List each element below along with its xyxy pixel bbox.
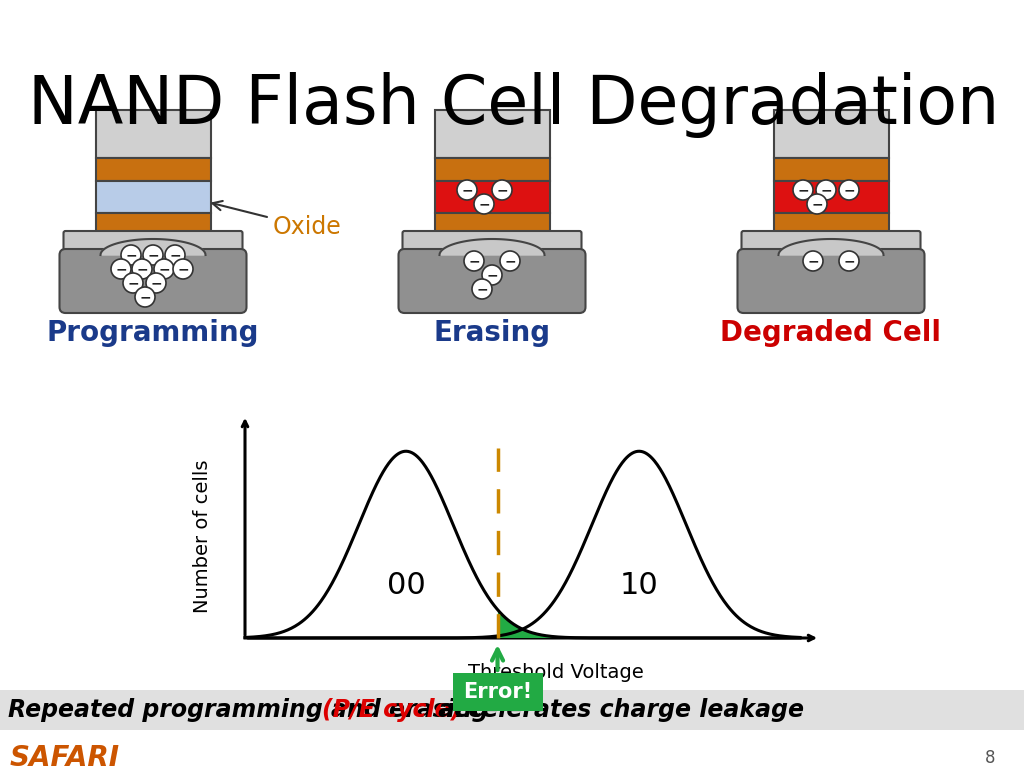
Circle shape	[803, 251, 823, 271]
Bar	[95, 181, 211, 213]
Polygon shape	[778, 239, 884, 255]
Text: −: −	[151, 276, 162, 290]
Circle shape	[154, 259, 174, 279]
Circle shape	[165, 245, 185, 265]
Circle shape	[143, 245, 163, 265]
Text: Threshold Voltage: Threshold Voltage	[468, 663, 644, 682]
Text: Oxide: Oxide	[212, 201, 341, 239]
Text: −: −	[461, 183, 473, 197]
Bar	[434, 158, 550, 181]
FancyBboxPatch shape	[741, 231, 921, 257]
Text: Error!: Error!	[463, 682, 532, 702]
Polygon shape	[439, 239, 545, 255]
Text: −: −	[158, 262, 170, 276]
Text: −: −	[125, 248, 137, 262]
Circle shape	[807, 194, 827, 214]
Bar	[0, 690, 1024, 730]
Circle shape	[839, 180, 859, 200]
Text: −: −	[486, 268, 498, 282]
Text: −: −	[478, 197, 489, 211]
FancyBboxPatch shape	[63, 231, 243, 257]
Circle shape	[839, 251, 859, 271]
Circle shape	[492, 180, 512, 200]
Circle shape	[132, 259, 152, 279]
Bar	[773, 110, 889, 158]
Circle shape	[816, 180, 836, 200]
Bar	[95, 110, 211, 158]
Circle shape	[146, 273, 166, 293]
Text: Degraded Cell: Degraded Cell	[721, 319, 941, 347]
Circle shape	[500, 251, 520, 271]
Text: Repeated programming and erasing: Repeated programming and erasing	[8, 698, 497, 722]
Text: 8: 8	[985, 749, 995, 767]
Text: −: −	[115, 262, 127, 276]
Text: Erasing: Erasing	[433, 319, 551, 347]
Text: −: −	[820, 183, 831, 197]
Text: accelerates charge leakage: accelerates charge leakage	[430, 698, 804, 722]
Circle shape	[111, 259, 131, 279]
Circle shape	[464, 251, 484, 271]
Text: −: −	[807, 254, 819, 268]
Circle shape	[474, 194, 494, 214]
Text: −: −	[497, 183, 508, 197]
Circle shape	[121, 245, 141, 265]
Text: SAFARI: SAFARI	[10, 744, 120, 768]
Text: −: −	[476, 282, 487, 296]
Bar	[773, 213, 889, 233]
Text: −: −	[468, 254, 480, 268]
Circle shape	[135, 287, 155, 307]
Bar	[434, 213, 550, 233]
Text: NAND Flash Cell Degradation: NAND Flash Cell Degradation	[28, 72, 999, 138]
Text: 00: 00	[387, 571, 425, 601]
Bar	[434, 181, 550, 213]
Polygon shape	[100, 239, 206, 255]
Text: −: −	[127, 276, 139, 290]
Text: −: −	[136, 262, 147, 276]
Text: −: −	[177, 262, 188, 276]
Text: Programming: Programming	[47, 319, 259, 347]
Text: −: −	[504, 254, 516, 268]
FancyBboxPatch shape	[737, 249, 925, 313]
Text: −: −	[169, 248, 181, 262]
FancyBboxPatch shape	[398, 249, 586, 313]
Text: 10: 10	[620, 571, 658, 601]
Circle shape	[793, 180, 813, 200]
Text: −: −	[843, 254, 855, 268]
Circle shape	[123, 273, 143, 293]
Bar	[773, 158, 889, 181]
Circle shape	[173, 259, 193, 279]
Text: −: −	[811, 197, 823, 211]
Bar	[95, 158, 211, 181]
Bar	[773, 181, 889, 213]
Text: −: −	[843, 183, 855, 197]
Text: −: −	[139, 290, 151, 304]
Polygon shape	[498, 610, 800, 638]
Bar	[95, 213, 211, 233]
FancyBboxPatch shape	[402, 231, 582, 257]
Text: Number of cells: Number of cells	[194, 460, 213, 614]
FancyBboxPatch shape	[59, 249, 247, 313]
Circle shape	[457, 180, 477, 200]
Text: −: −	[147, 248, 159, 262]
Circle shape	[472, 279, 492, 299]
Text: (P/E cycle): (P/E cycle)	[322, 698, 462, 722]
Bar	[434, 110, 550, 158]
Text: −: −	[798, 183, 809, 197]
Bar	[453, 673, 543, 711]
Circle shape	[482, 265, 502, 285]
